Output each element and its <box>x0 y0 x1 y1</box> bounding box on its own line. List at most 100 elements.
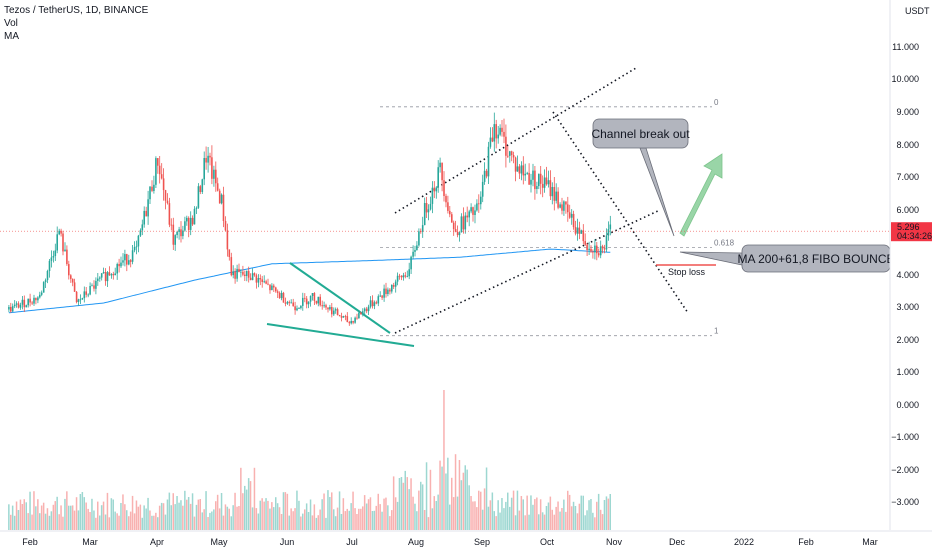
candle-body <box>79 299 82 301</box>
volume-bar <box>607 498 610 530</box>
candle-body <box>580 230 583 234</box>
volume-bar <box>578 503 581 530</box>
candle-body <box>541 183 544 188</box>
candle-body <box>126 254 128 265</box>
volume-bar <box>559 511 561 530</box>
time-tick-label: Jul <box>346 537 358 547</box>
volume-bar <box>218 508 221 530</box>
candle-body <box>218 190 221 204</box>
candle-body <box>259 278 262 280</box>
volume-bar <box>466 469 468 530</box>
volume-bar <box>302 513 304 530</box>
volume-bar <box>122 494 124 530</box>
fibonacci-retracement[interactable]: 0 0.618 1 <box>380 98 735 337</box>
candle-body <box>236 268 238 279</box>
candle-body <box>166 200 169 204</box>
volume-bar <box>292 511 294 530</box>
volume-bar <box>95 517 97 530</box>
candle-body <box>108 272 111 276</box>
volume-bar <box>534 499 536 530</box>
candle-body <box>71 278 74 283</box>
volume-bar <box>143 505 145 530</box>
price-scale[interactable]: USDT 11.000 10.000 9.000 8.000 7.000 6.000 4.00… <box>889 0 932 550</box>
candle-body <box>530 179 532 185</box>
symbol-title[interactable]: Tezos / TetherUS, 1D, BINANCE <box>4 5 149 16</box>
volume-bar <box>543 514 546 530</box>
candle-body <box>590 248 592 252</box>
volume-bar <box>120 503 122 530</box>
volume-bar <box>97 501 99 530</box>
volume-bar <box>164 514 167 530</box>
candle-body <box>40 292 43 295</box>
candle-body <box>582 230 585 242</box>
volume-bar <box>17 510 20 530</box>
time-tick-label: Aug <box>408 537 424 547</box>
candle-body <box>348 322 351 324</box>
candle-body <box>379 295 381 297</box>
volume-bar <box>282 492 285 530</box>
volume-bar <box>418 490 420 530</box>
volume-bar <box>551 509 553 530</box>
volume-bar <box>605 496 608 530</box>
candle-body <box>421 225 424 232</box>
price-tick-label: 4.000 <box>896 270 919 280</box>
volume-bar <box>528 514 530 530</box>
candle-body <box>205 158 207 163</box>
volume-bar <box>545 506 548 530</box>
candle-body <box>480 196 482 205</box>
annotations[interactable]: Channel break out MA 200+61,8 FIBO BOUNCE… <box>591 118 895 277</box>
candle-body <box>460 216 463 233</box>
trend-drawings[interactable] <box>266 67 723 347</box>
volume-bar <box>176 496 178 530</box>
volume-bar <box>464 465 466 530</box>
time-scale[interactable]: Feb Mar Apr May Jun Jul Aug Sep Oct Nov Dec 2022 Feb… <box>0 530 932 547</box>
volume-bar <box>224 504 227 530</box>
ma-indicator-label[interactable]: MA <box>4 31 19 42</box>
candle-body <box>58 230 60 235</box>
volume-bar <box>460 480 463 530</box>
candle-body <box>331 307 333 315</box>
volume-bar <box>52 504 55 530</box>
volume-bar <box>588 500 590 530</box>
price-tick-label: 7.000 <box>896 172 919 182</box>
candle-body <box>242 271 244 275</box>
candle-body <box>70 275 72 279</box>
volume-bar <box>383 498 385 530</box>
candle-body <box>371 300 374 307</box>
volume-bar <box>503 508 505 530</box>
candle-body <box>503 131 505 137</box>
volume-bar <box>83 497 85 530</box>
volume-bar <box>472 501 474 530</box>
volume-bar <box>435 501 437 530</box>
candle-body <box>158 165 161 175</box>
candle-body <box>449 210 451 215</box>
volume-bar <box>203 509 205 530</box>
candle-body <box>100 273 103 278</box>
candle-body <box>491 137 494 142</box>
candle-body <box>172 224 175 245</box>
volume-bar <box>394 497 397 530</box>
volume-bar <box>141 517 143 530</box>
candle-body <box>44 280 47 283</box>
volume-bar <box>286 493 289 530</box>
volume-bar <box>215 501 217 530</box>
volume-bar <box>195 504 198 530</box>
volume-bar <box>474 501 476 530</box>
volume-bar <box>149 510 151 530</box>
candle-body <box>346 316 349 323</box>
candle-body <box>454 229 457 232</box>
time-tick-label: Nov <box>606 537 623 547</box>
volume-indicator-label[interactable]: Vol <box>4 18 18 29</box>
candle-body <box>50 257 53 261</box>
volume-bar <box>340 514 343 530</box>
volume-bar <box>495 516 497 530</box>
candle-body <box>282 292 285 303</box>
volume-bar <box>21 504 24 530</box>
candle-body <box>280 292 283 299</box>
volume-bar <box>582 495 584 530</box>
wedge-upper-line <box>289 262 391 334</box>
volume-bar <box>443 390 445 530</box>
volume-bar <box>570 506 573 530</box>
candle-body <box>110 274 113 276</box>
